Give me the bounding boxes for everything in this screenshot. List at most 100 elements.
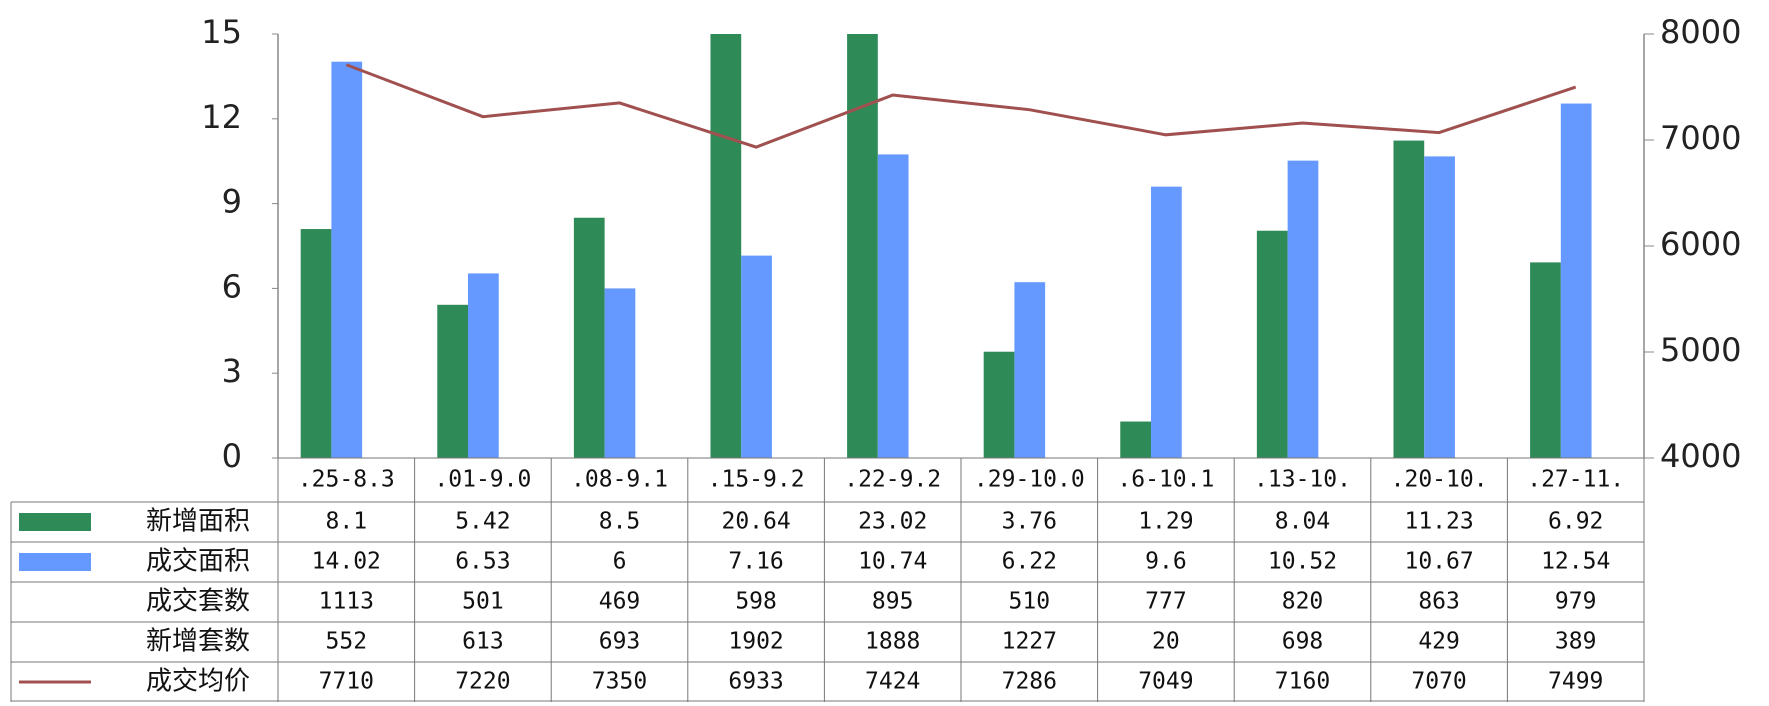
table-cell: 7160 bbox=[1275, 669, 1330, 695]
bar bbox=[1393, 140, 1425, 458]
legend-label: 新增面积 bbox=[146, 507, 250, 537]
x-tick-label: .6-10.1 bbox=[1117, 467, 1214, 493]
table-cell: 469 bbox=[599, 589, 641, 615]
x-tick-label: .08-9.1 bbox=[571, 467, 668, 493]
y-tick-label: 3 bbox=[222, 352, 242, 390]
legend-label: 成交均价 bbox=[146, 667, 250, 697]
y-tick-label: 12 bbox=[201, 98, 242, 136]
legend-swatch bbox=[19, 513, 91, 531]
table-cell: 7350 bbox=[592, 669, 647, 695]
table-cell: 10.67 bbox=[1404, 549, 1473, 575]
y2-tick-label: 6000 bbox=[1660, 225, 1741, 263]
legend-label: 新增套数 bbox=[146, 627, 250, 657]
table-cell: 6933 bbox=[728, 669, 783, 695]
table-cell: 389 bbox=[1555, 629, 1597, 655]
y2-tick-label: 7000 bbox=[1660, 119, 1741, 157]
y2-tick-label: 5000 bbox=[1660, 331, 1741, 369]
bar bbox=[1120, 421, 1152, 458]
x-tick-label: .27-11. bbox=[1527, 467, 1624, 493]
table-cell: 20 bbox=[1152, 629, 1180, 655]
table-cell: 7220 bbox=[455, 669, 510, 695]
table-cell: 7049 bbox=[1138, 669, 1193, 695]
table-cell: 1227 bbox=[1002, 629, 1057, 655]
bar bbox=[1424, 156, 1455, 458]
table-cell: 8.5 bbox=[599, 509, 641, 535]
plot-area bbox=[300, 34, 1592, 458]
table-cell: 895 bbox=[872, 589, 914, 615]
legend-label: 成交面积 bbox=[146, 547, 250, 577]
table-cell: 7286 bbox=[1002, 669, 1057, 695]
table-cell: 501 bbox=[462, 589, 504, 615]
table-cell: 12.54 bbox=[1541, 549, 1610, 575]
legend-swatch bbox=[19, 553, 91, 571]
bar bbox=[710, 34, 742, 458]
line-series bbox=[345, 63, 1577, 149]
table-cell: 6.22 bbox=[1002, 549, 1057, 575]
bar bbox=[300, 229, 332, 458]
table-cell: 1.29 bbox=[1138, 509, 1193, 535]
table-cell: 9.6 bbox=[1145, 549, 1187, 575]
x-tick-label: .22-9.2 bbox=[844, 467, 941, 493]
table-cell: 6.53 bbox=[455, 549, 510, 575]
y-tick-label: 9 bbox=[222, 183, 242, 221]
x-tick-label: .13-10. bbox=[1254, 467, 1351, 493]
table-cell: 6 bbox=[613, 549, 627, 575]
table-cell: 7070 bbox=[1411, 669, 1466, 695]
bar bbox=[1530, 262, 1561, 458]
y-tick-label: 6 bbox=[222, 267, 242, 305]
table-cell: 552 bbox=[326, 629, 368, 655]
bar bbox=[741, 255, 772, 458]
table-cell: 820 bbox=[1282, 589, 1324, 615]
table-cell: 14.02 bbox=[312, 549, 381, 575]
table-cell: 510 bbox=[1009, 589, 1051, 615]
table-cell: 8.1 bbox=[326, 509, 368, 535]
table-cell: 3.76 bbox=[1002, 509, 1057, 535]
bar bbox=[1287, 160, 1319, 458]
bar bbox=[1256, 230, 1288, 458]
table-cell: 7.16 bbox=[728, 549, 783, 575]
table-cell: 20.64 bbox=[721, 509, 790, 535]
bar bbox=[604, 288, 636, 458]
table-cell: 10.74 bbox=[858, 549, 927, 575]
table-cell: 613 bbox=[462, 629, 504, 655]
x-tick-label: .15-9.2 bbox=[708, 467, 805, 493]
table-cell: 8.04 bbox=[1275, 509, 1330, 535]
bar bbox=[331, 61, 363, 458]
y-tick-label: 15 bbox=[201, 13, 242, 51]
table-cell: 863 bbox=[1418, 589, 1460, 615]
table-cell: 7499 bbox=[1548, 669, 1603, 695]
table-cell: 598 bbox=[735, 589, 777, 615]
y2-tick-label: 8000 bbox=[1660, 13, 1741, 51]
table-cell: 1113 bbox=[319, 589, 374, 615]
y-tick-label: 0 bbox=[222, 437, 242, 475]
legend-label: 成交套数 bbox=[146, 587, 250, 617]
bar bbox=[1014, 282, 1046, 458]
bar bbox=[1151, 186, 1182, 458]
bar bbox=[437, 304, 469, 458]
bar bbox=[573, 217, 605, 458]
table-cell: 7710 bbox=[319, 669, 374, 695]
table-cell: 1902 bbox=[728, 629, 783, 655]
table-cell: 10.52 bbox=[1268, 549, 1337, 575]
table-cell: 777 bbox=[1145, 589, 1187, 615]
table-cell: 698 bbox=[1282, 629, 1324, 655]
bar bbox=[1560, 103, 1592, 458]
bar bbox=[877, 154, 909, 458]
table-cell: 429 bbox=[1418, 629, 1460, 655]
y2-tick-label: 4000 bbox=[1660, 437, 1741, 475]
table-cell: 693 bbox=[599, 629, 641, 655]
bar bbox=[468, 273, 499, 458]
x-tick-label: .25-8.3 bbox=[298, 467, 395, 493]
x-tick-label: .29-10.0 bbox=[974, 467, 1085, 493]
bar bbox=[847, 34, 878, 458]
table-cell: 23.02 bbox=[858, 509, 927, 535]
x-tick-label: .01-9.0 bbox=[434, 467, 531, 493]
table-cell: 1888 bbox=[865, 629, 920, 655]
bar bbox=[983, 351, 1015, 458]
table-cell: 5.42 bbox=[455, 509, 510, 535]
table-cell: 979 bbox=[1555, 589, 1597, 615]
table-cell: 7424 bbox=[865, 669, 920, 695]
x-tick-label: .20-10. bbox=[1391, 467, 1488, 493]
table-cell: 11.23 bbox=[1404, 509, 1473, 535]
